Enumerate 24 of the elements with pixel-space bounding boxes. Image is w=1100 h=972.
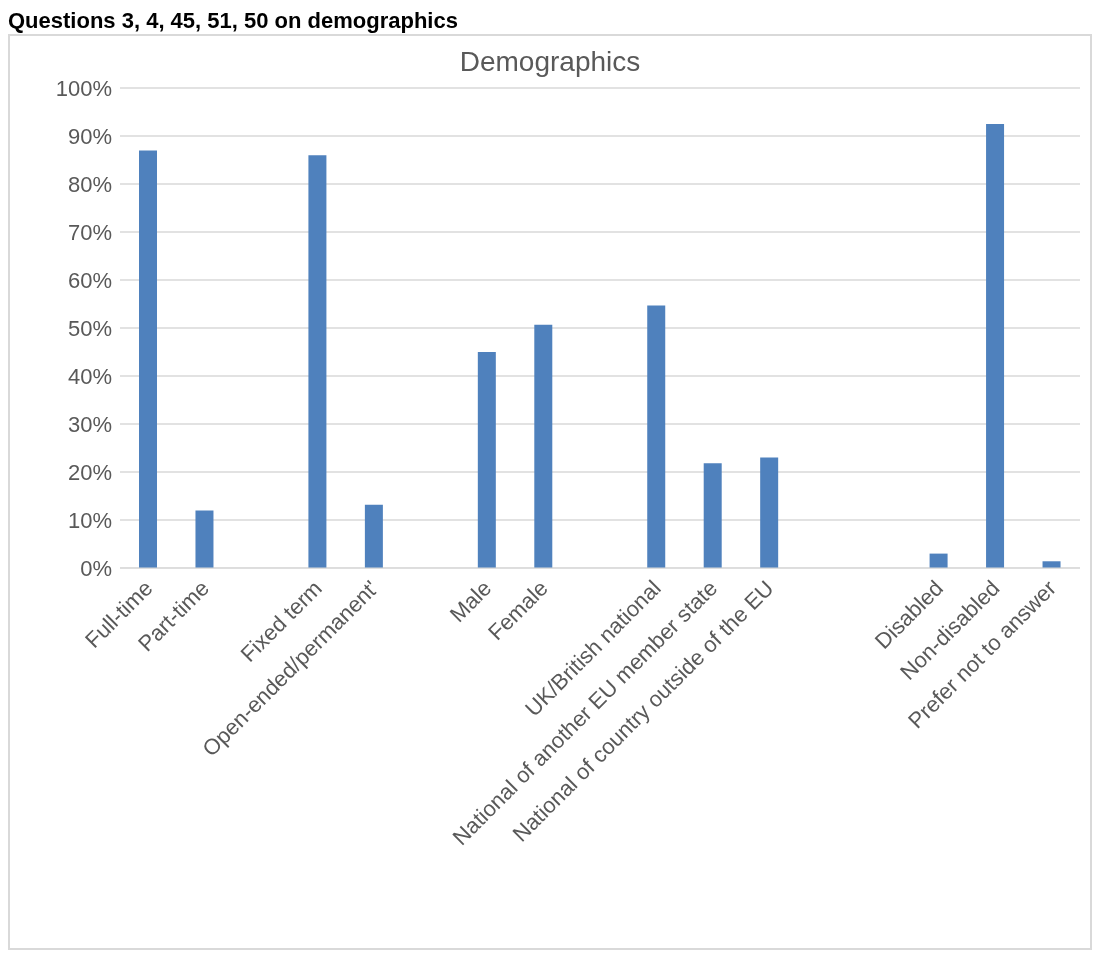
bar [308,155,327,568]
text: Questions 3, 4, 45, 51, 50 on demographics [8,8,459,34]
y-tick-label: 0% [80,555,112,581]
y-tick-label: 90% [67,123,112,149]
bar [534,324,553,568]
y-tick-label: 30% [67,411,112,437]
y-tick-label: 100% [55,75,112,101]
bar [929,553,948,568]
bar [195,510,214,568]
y-tick-label: 80% [67,171,112,197]
y-tick-label: 50% [67,315,112,341]
bar [703,463,722,568]
bar [647,305,666,568]
bar [139,150,157,568]
bar [477,352,496,568]
y-tick-label: 60% [67,267,112,293]
chart-title: Demographics [459,46,641,77]
y-tick-label: 40% [67,363,112,389]
y-tick-label: 10% [67,507,112,533]
bar [364,504,383,568]
y-tick-label: 20% [67,459,112,485]
bar [760,457,779,568]
bar [986,124,1005,568]
y-tick-label: 70% [67,219,112,245]
